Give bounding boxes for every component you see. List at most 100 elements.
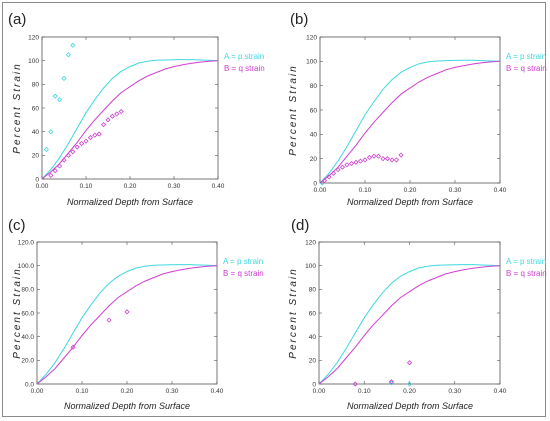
- y-axis-label: Percent Strain: [12, 62, 23, 153]
- data-point-q-strain: [330, 170, 337, 176]
- y-tick-label: 80.0: [21, 287, 34, 294]
- x-axis-label: Normalized Depth from Surface: [347, 401, 473, 411]
- data-point-q-strain: [70, 344, 76, 350]
- data-point-q-strain: [389, 157, 395, 163]
- y-tick-label: 20: [310, 156, 318, 163]
- data-point-p-strain: [57, 97, 63, 103]
- x-tick-label: 0.00: [31, 388, 44, 395]
- data-point-q-strain: [109, 113, 115, 119]
- series-line-p-strain: [41, 59, 219, 180]
- data-point-q-strain: [48, 172, 54, 179]
- legend-entry: A = p strain: [506, 52, 546, 61]
- y-tick-label: 0: [312, 381, 316, 388]
- data-point-q-strain: [74, 144, 80, 150]
- y-tick-label: 40: [32, 129, 40, 136]
- y-tick-label: 60: [309, 310, 317, 317]
- data-point-q-strain: [406, 360, 413, 366]
- series-line-q-strain: [318, 265, 501, 385]
- x-axis-label: Normalized Depth from Surface: [347, 197, 473, 207]
- legend-entry: A = p strain: [506, 257, 546, 266]
- data-point-q-strain: [335, 167, 341, 173]
- legend-entry: B = q strain: [506, 64, 547, 73]
- x-tick-label: 0.20: [404, 187, 417, 194]
- plot-frame: [36, 241, 218, 385]
- y-tick-label: 120: [28, 34, 39, 41]
- legend-entry: B = q strain: [223, 269, 264, 278]
- data-point-p-strain: [52, 93, 58, 99]
- series-line-q-strain: [36, 265, 218, 385]
- x-tick-label: 0.20: [121, 388, 134, 395]
- y-tick-label: 80: [310, 83, 318, 90]
- y-tick-label: 120: [306, 34, 317, 41]
- data-point-q-strain: [52, 168, 58, 174]
- data-point-q-strain: [106, 317, 112, 323]
- data-point-p-strain: [61, 75, 67, 81]
- series-line-q-strain: [319, 60, 501, 184]
- y-tick-label: 20: [32, 153, 40, 160]
- data-point-q-strain: [375, 153, 382, 159]
- data-point-q-strain: [92, 132, 98, 138]
- series-line-p-strain: [318, 264, 501, 385]
- x-tick-label: 0.10: [76, 388, 89, 395]
- y-tick-label: 0: [313, 180, 317, 187]
- y-axis-label: Percent Strain: [12, 267, 23, 358]
- data-point-q-strain: [339, 164, 346, 170]
- data-point-q-strain: [61, 157, 67, 163]
- data-point-q-strain: [101, 122, 107, 128]
- data-point-q-strain: [105, 117, 111, 123]
- y-tick-label: 100.0: [18, 263, 35, 270]
- legend-entry: A = p strain: [223, 257, 263, 266]
- data-point-q-strain: [357, 158, 364, 164]
- x-tick-label: 0.20: [124, 183, 137, 190]
- x-tick-label: 0.30: [448, 388, 461, 395]
- data-point-q-strain: [65, 152, 71, 158]
- panel-label: (c): [8, 217, 26, 234]
- x-tick-label: 0.40: [494, 187, 507, 194]
- x-axis-label: Normalized Depth from Surface: [64, 401, 190, 411]
- legend-entry: B = q strain: [224, 64, 265, 73]
- y-axis-label: Percent Strain: [288, 64, 299, 155]
- data-point-q-strain: [344, 162, 350, 168]
- data-point-p-strain: [48, 129, 54, 135]
- y-tick-label: 120.0: [18, 239, 35, 246]
- plot-frame: [318, 241, 501, 385]
- x-tick-label: 0.30: [449, 187, 462, 194]
- x-tick-label: 0.10: [80, 183, 93, 190]
- y-tick-label: 60: [32, 105, 40, 112]
- x-tick-label: 0.30: [168, 183, 181, 190]
- y-tick-label: 40: [310, 132, 318, 139]
- x-axis-label: Normalized Depth from Surface: [67, 197, 193, 207]
- data-point-q-strain: [57, 163, 63, 169]
- y-tick-label: 0.0: [25, 381, 34, 388]
- data-point-q-strain: [362, 157, 368, 163]
- data-point-q-strain: [124, 309, 130, 315]
- chart-panel-1: (a) 0 20 40 60 80 100 120 0.00 0.10 0.20 0.30 0.40 No…: [8, 11, 265, 207]
- data-point-q-strain: [366, 154, 373, 161]
- panel-label: (b): [290, 11, 308, 28]
- data-point-q-strain: [393, 157, 400, 163]
- series-line-q-strain: [41, 60, 219, 180]
- panel-label: (a): [8, 11, 26, 28]
- y-tick-label: 60.0: [21, 310, 34, 317]
- y-tick-label: 80: [32, 82, 40, 89]
- x-tick-label: 0.10: [358, 388, 371, 395]
- x-tick-label: 0.20: [403, 388, 416, 395]
- data-point-q-strain: [384, 156, 391, 162]
- y-tick-label: 100: [306, 59, 317, 66]
- figure-border: [2, 2, 546, 417]
- data-point-q-strain: [321, 178, 328, 184]
- data-point-q-strain: [79, 140, 85, 147]
- x-tick-label: 0.00: [36, 183, 49, 190]
- series-line-p-strain: [319, 59, 501, 184]
- y-tick-label: 80: [309, 287, 317, 294]
- data-point-p-strain: [406, 381, 413, 387]
- x-tick-label: 0.40: [212, 183, 225, 190]
- y-tick-label: 100: [305, 263, 316, 270]
- y-tick-label: 40.0: [21, 334, 34, 341]
- data-point-q-strain: [371, 153, 377, 159]
- legend-entry: A = p strain: [224, 52, 264, 61]
- y-tick-label: 40: [309, 334, 317, 341]
- y-tick-label: 20: [309, 358, 317, 365]
- x-tick-label: 0.00: [314, 187, 327, 194]
- data-point-q-strain: [87, 135, 93, 141]
